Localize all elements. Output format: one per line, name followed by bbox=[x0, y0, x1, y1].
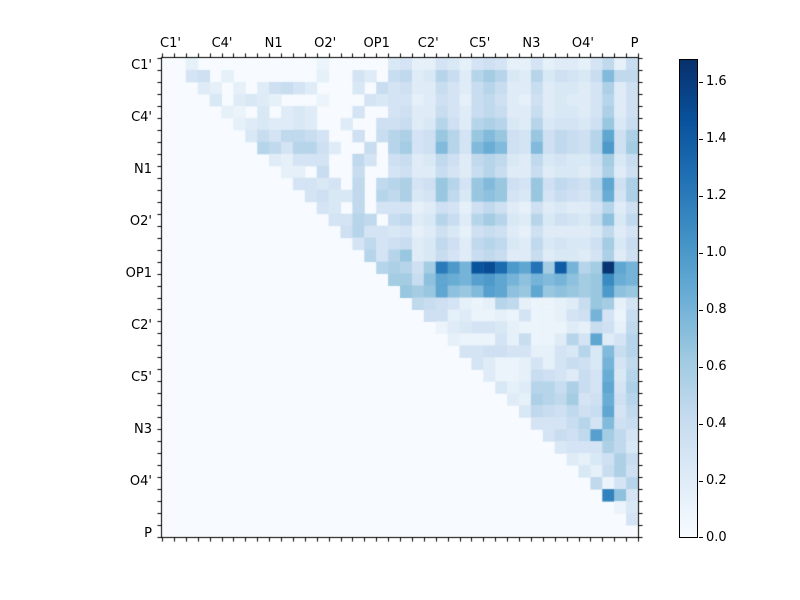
colorbar-tick bbox=[699, 309, 703, 311]
x-axis-label: O2' bbox=[314, 36, 337, 51]
colorbar-tick bbox=[699, 423, 703, 425]
x-axis-label: C2' bbox=[417, 36, 439, 51]
colorbar-tick-label: 0.6 bbox=[706, 359, 727, 374]
colorbar-gradient bbox=[680, 60, 697, 537]
x-axis-label: C4' bbox=[211, 36, 233, 51]
colorbar-tick bbox=[699, 81, 703, 83]
x-axis-label: OP1 bbox=[363, 36, 390, 51]
colorbar-tick bbox=[699, 252, 703, 254]
colorbar-tick-label: 0.0 bbox=[706, 530, 727, 545]
colorbar-tick bbox=[699, 195, 703, 197]
colorbar-tick-label: 1.2 bbox=[706, 188, 727, 203]
y-axis-label: OP1 bbox=[125, 266, 152, 281]
colorbar-tick-label: 0.8 bbox=[706, 302, 727, 317]
x-axis-label: O4' bbox=[571, 36, 594, 51]
colorbar-tick-label: 1.4 bbox=[706, 131, 727, 146]
y-axis-label: C4' bbox=[131, 110, 152, 125]
y-axis-label: C5' bbox=[131, 370, 152, 385]
x-axis-label: P bbox=[630, 36, 639, 51]
x-axis-label: C1' bbox=[160, 36, 181, 51]
colorbar-tick bbox=[699, 366, 703, 368]
x-axis-label: N3 bbox=[522, 36, 541, 51]
colorbar-tick-label: 1.0 bbox=[706, 245, 727, 260]
colorbar-tick-label: 0.2 bbox=[706, 473, 727, 488]
colorbar-tick bbox=[699, 138, 703, 140]
colorbar bbox=[679, 59, 698, 538]
x-axis-label: C5' bbox=[469, 36, 491, 51]
y-axis-label: O2' bbox=[129, 214, 152, 229]
y-axis-label: N1 bbox=[134, 162, 152, 177]
y-axis-label: C2' bbox=[131, 318, 152, 333]
x-axis-label: N1 bbox=[264, 36, 283, 51]
y-axis-label: N3 bbox=[134, 422, 152, 437]
colorbar-tick bbox=[699, 536, 703, 538]
y-axis-label: P bbox=[144, 526, 152, 541]
y-axis-label: O4' bbox=[129, 474, 152, 489]
heatmap-canvas bbox=[157, 53, 643, 542]
colorbar-tick-label: 0.4 bbox=[706, 416, 727, 431]
y-axis-label: C1' bbox=[131, 58, 152, 73]
colorbar-tick bbox=[699, 480, 703, 482]
colorbar-tick-label: 1.6 bbox=[706, 74, 727, 89]
